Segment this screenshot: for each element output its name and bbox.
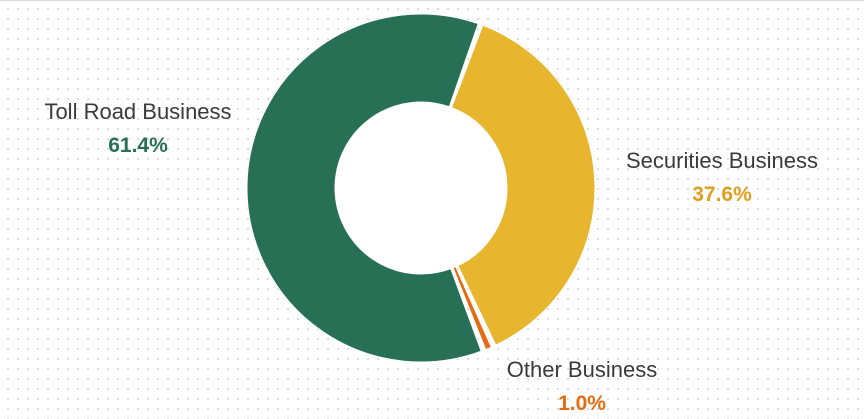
other-name-label: Other Business (506, 357, 658, 382)
toll-road-name-label: Toll Road Business (44, 99, 232, 124)
donut-hole (335, 102, 507, 274)
other-value-label: 1.0% (558, 392, 606, 415)
slice-label-toll-road: Toll Road Business 61.4% (44, 99, 231, 158)
securities-value-label: 37.6% (692, 183, 752, 206)
securities-name-label: Securities Business (626, 148, 818, 173)
toll-road-value-label: 61.4% (108, 134, 168, 157)
slice-label-securities: Securities Business 37.6% (626, 148, 818, 207)
slice-label-other: Other Business 1.0% (507, 357, 657, 416)
